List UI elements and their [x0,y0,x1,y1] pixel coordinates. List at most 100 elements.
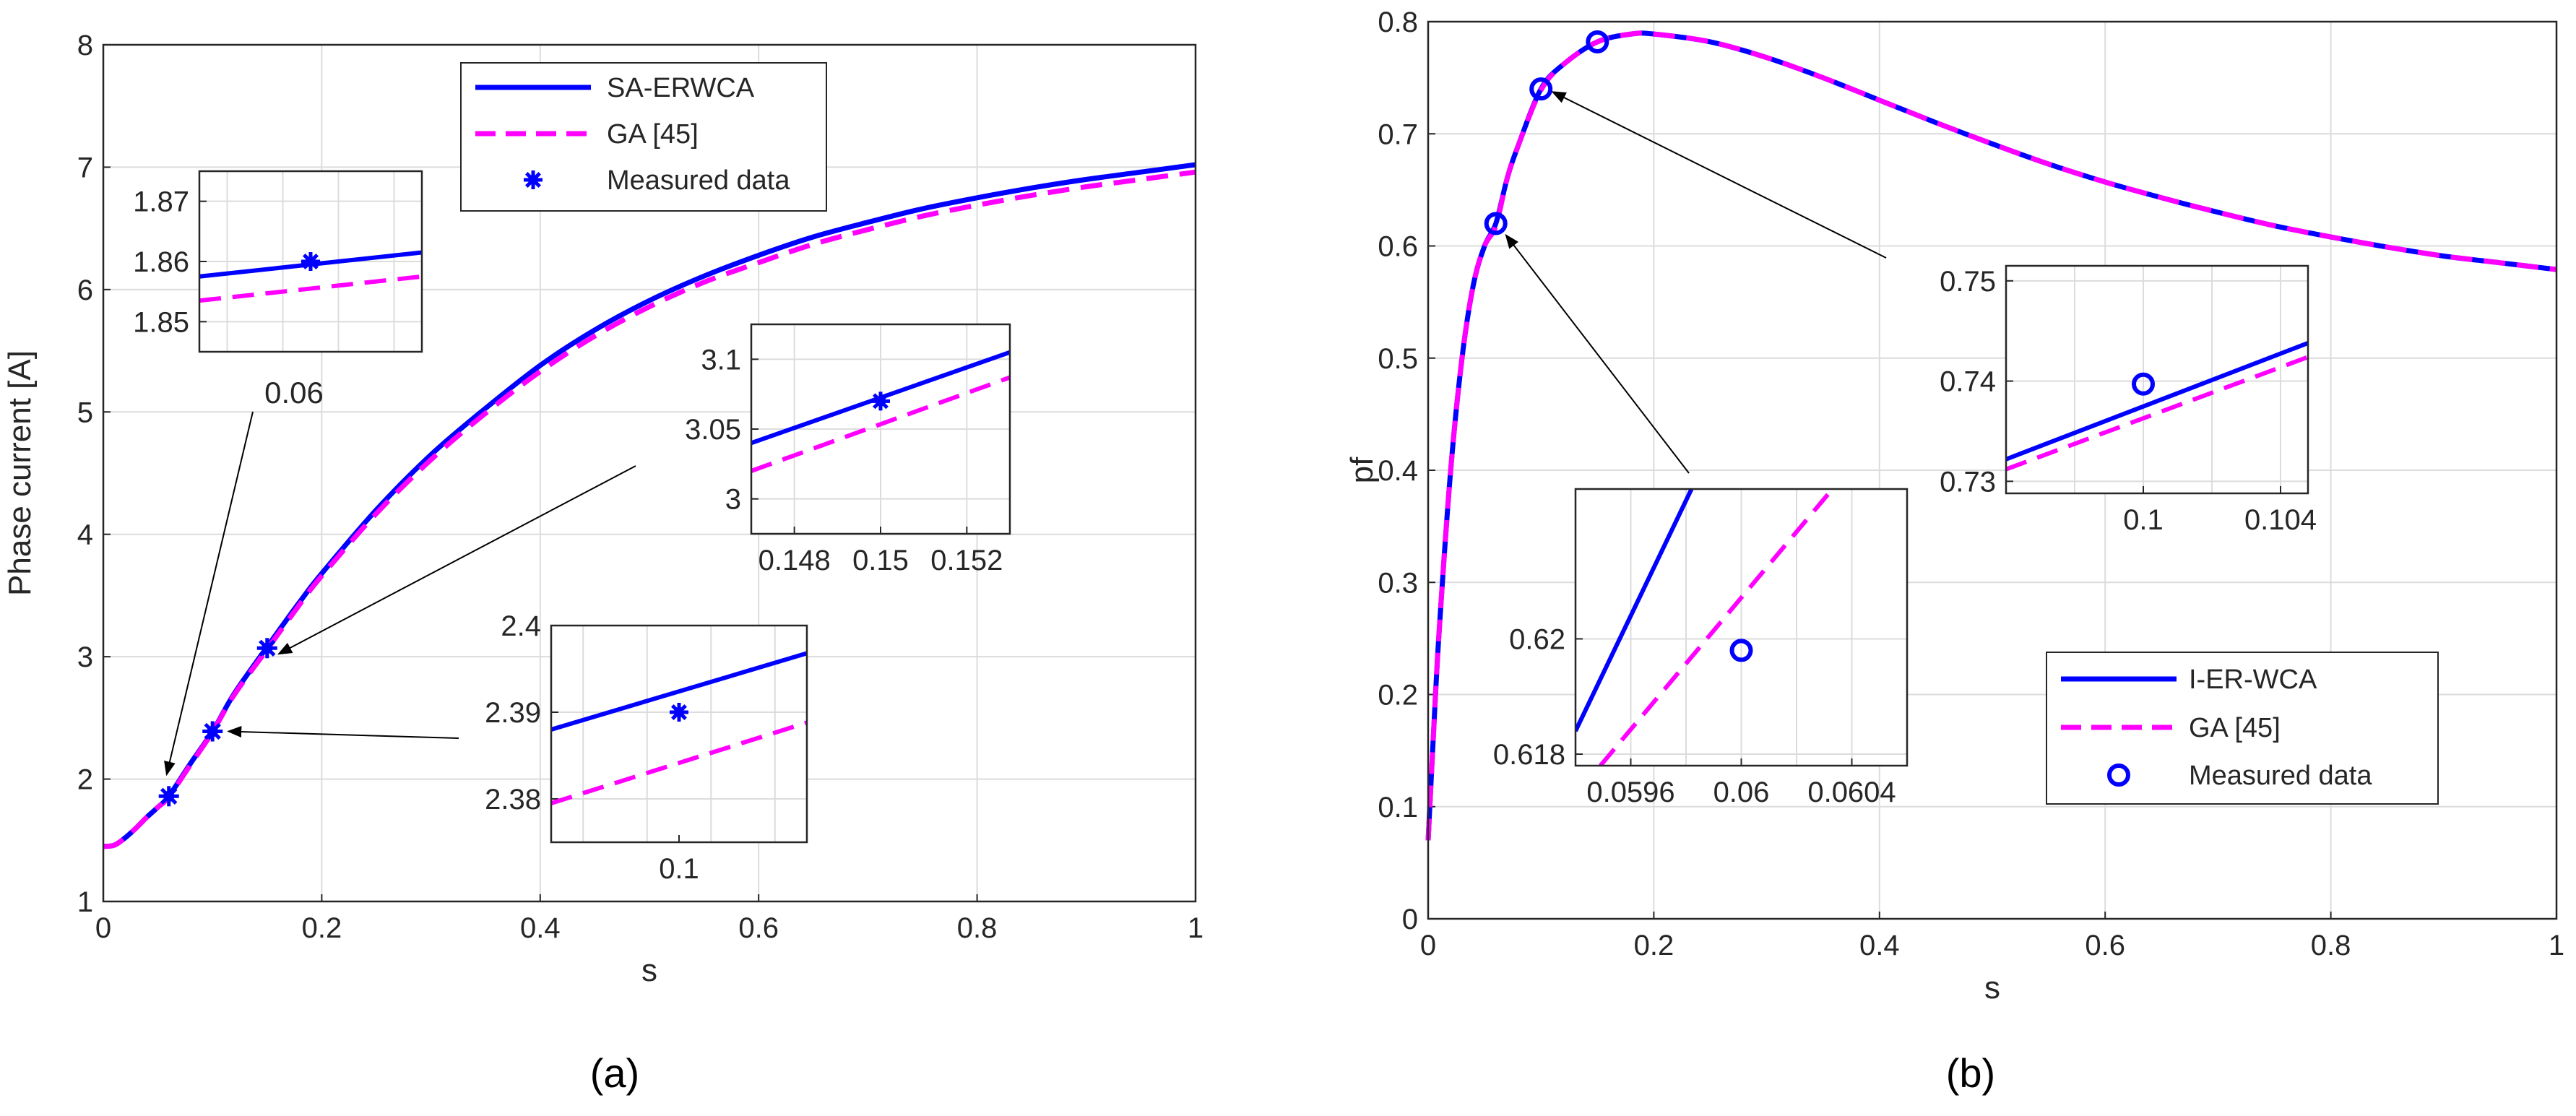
measured-data-point [670,703,688,722]
panel-a-arrows [164,411,636,777]
y-tick-label: 8 [77,30,93,61]
y-tick-label: 0.5 [1378,343,1418,375]
x-tick-label: 0.1 [659,853,699,885]
y-tick-label: 0.6 [1378,231,1418,263]
y-tick-label: 0.73 [1940,466,1996,498]
series-line-dashed [1425,30,2557,841]
legend-label-1: SA-ERWCA [607,73,755,103]
inset-line-solid [2006,341,2308,462]
measured-data-point [2132,372,2155,396]
measured-data-point [202,721,223,742]
panel-b-arrows [1505,91,1887,474]
inset-line-solid [1576,489,1694,732]
panel-a-inset-006: 1.85 1.86 1.87 0.06 [133,170,423,410]
inset-frame [198,170,423,353]
annotation-arrow [1551,91,1887,259]
y-tick-label: 5 [77,397,93,428]
legend-label-3: Measured data [2189,761,2372,791]
x-tick-label: 1 [2549,930,2564,961]
asterisk-core [673,706,685,718]
y-tick-label: 3.1 [701,344,741,376]
panel-b-inset-01: 0.1 0.104 0.73 0.74 0.75 [1940,264,2317,536]
legend-label-2: GA [45] [607,119,699,150]
x-tick-label: 0.2 [302,912,342,944]
asterisk-core [875,396,886,407]
x-tick-label: 0.2 [1634,930,1674,961]
y-tick-label: 0.8 [1378,7,1418,38]
y-tick-label: 0.2 [1378,680,1418,711]
y-tick-label: 3 [725,484,741,516]
measured-data-point [871,392,890,411]
legend-circle-marker [2107,764,2130,787]
measured-data-point [1529,77,1553,101]
measured-data-point [256,638,277,659]
x-tick-label: 0.6 [2085,930,2125,961]
x-tick-label: 0.8 [957,912,998,944]
y-tick-label: 0.1 [1378,792,1418,823]
y-tick-label: 2.4 [501,610,541,642]
x-tick-label: 1 [1188,912,1203,944]
inset-frame [750,323,1011,535]
inset-frame [2005,264,2309,495]
x-tick-label: 0.6 [738,912,779,944]
measured-data-point [1729,639,1753,662]
x-tick-label: 0.8 [2311,930,2351,961]
y-tick-label: 0.618 [1493,739,1565,771]
inset-annotation-label: 0.06 [264,376,324,410]
inset-line-solid [551,651,807,732]
x-tick-label: 0.152 [930,545,1003,576]
x-tick-label: 0.104 [2244,504,2317,536]
y-axis-label: pf [1344,457,1380,483]
panel-a-inset-015: 0.148 0.15 0.152 3 3.05 3.1 [685,323,1011,576]
y-tick-label: 0.7 [1378,118,1418,150]
x-tick-label: 0.1 [2123,504,2164,536]
annotation-arrow [227,726,459,739]
measured-data-point [301,252,320,271]
x-tick-label: 0.0604 [1807,777,1896,808]
y-tick-label: 0.3 [1378,567,1418,599]
inset-line-dashed [199,274,422,303]
legend-asterisk-marker [524,170,543,189]
measured-data-point [1586,30,1609,53]
y-tick-label: 2.38 [485,784,541,816]
panel-b-inset-006: 0.0596 0.06 0.0604 0.618 0.62 [1493,488,1909,808]
y-tick-label: 1.85 [133,306,189,338]
y-tick-label: 0.4 [1378,455,1418,487]
y-tick-label: 0.62 [1509,623,1565,655]
y-tick-label: 7 [77,152,93,183]
x-tick-label: 0 [1420,930,1436,961]
y-tick-label: 2 [77,764,93,796]
x-axis-label: s [641,953,657,988]
legend-label-3: Measured data [607,165,790,196]
x-tick-label: 0.4 [520,912,561,944]
panel-b: 0 0.2 0.4 0.6 0.8 1 0 0.1 0.2 0.3 0.4 0.5 0.6 0.7 0.8 s… [1344,7,2564,1096]
inset-line-dashed [551,720,807,805]
inset-frame [1574,488,1909,767]
annotation-arrow [164,411,254,777]
axes-frame [102,43,1197,903]
x-tick-label: 0.06 [1713,777,1770,808]
y-tick-label: 6 [77,274,93,306]
asterisk-core [262,642,273,654]
y-tick-label: 1 [77,886,93,918]
y-tick-label: 0 [1402,904,1418,935]
plot-area [2006,266,2308,493]
x-tick-label: 0.15 [852,545,909,576]
inset-line-dashed [2006,355,2308,472]
annotation-arrow [277,465,636,655]
panel-b-legend: I-ER-WCA GA [45] Measured data [2046,652,2439,805]
y-tick-label: 1.86 [133,246,189,278]
series-line-dashed [103,169,1196,849]
y-tick-label: 0.74 [1940,366,1996,398]
measured-data-point [158,786,179,807]
y-tick-label: 3.05 [685,414,741,446]
plot-area [551,626,807,842]
panel-b-main-plot: 0 0.2 0.4 0.6 0.8 1 0 0.1 0.2 0.3 0.4 0.5 0.6 0.7 0.8 s… [1344,7,2564,1005]
legend-label-2: GA [45] [2189,713,2281,743]
x-tick-label: 0.0596 [1586,777,1674,808]
asterisk-core [528,175,538,185]
x-tick-label: 0.148 [758,545,831,576]
annotation-arrow [1505,233,1690,474]
panel-a: 0 0.2 0.4 0.6 0.8 1 1 2 3 4 5 6 7 8 s Phase current [A]… [2,30,1203,1096]
y-axis-label: Phase current [A] [2,350,38,596]
